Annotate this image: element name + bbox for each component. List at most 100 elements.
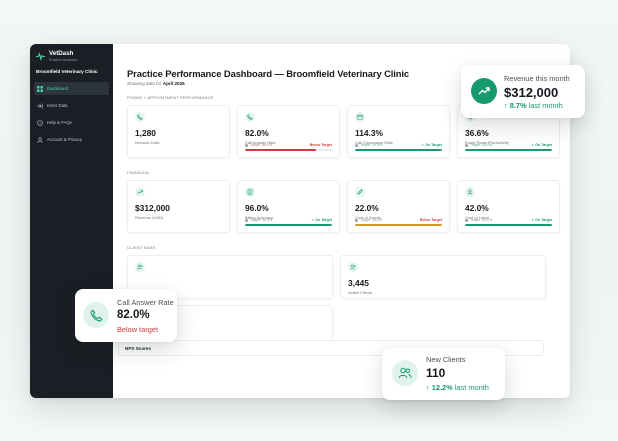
target-row: Target: 25.0% Below Target bbox=[355, 218, 442, 222]
pulse-logo-icon bbox=[36, 51, 45, 61]
add-user-icon bbox=[135, 262, 145, 272]
kpi-label: Revenue (USD) bbox=[135, 215, 164, 220]
kpi-label: Cost of Labor bbox=[465, 215, 490, 220]
phone-icon bbox=[245, 112, 255, 122]
phone-icon bbox=[135, 112, 145, 122]
client-kpi-grid: 3,445 Active Clients bbox=[127, 255, 560, 299]
brand-subtitle: Practice Analytics bbox=[49, 58, 78, 62]
nps-title: NPS Scores bbox=[125, 346, 152, 351]
status-badge: ✓ On Target bbox=[531, 218, 552, 222]
kpi-value: 96.0% bbox=[245, 203, 269, 213]
trend-up-icon bbox=[471, 78, 497, 104]
answer-popup-value: 82.0% bbox=[117, 309, 150, 321]
phone-icon bbox=[83, 302, 109, 328]
kpi-card-call-conversion-rate[interactable]: 114.3% Call Conversion Rate Target: 30.0… bbox=[347, 105, 450, 158]
progress-fill bbox=[355, 149, 442, 151]
kpi-card-billing-accuracy[interactable]: 96.0% Billing Accuracy Target: 95.0% ✓ O… bbox=[237, 180, 340, 233]
invoice-icon bbox=[245, 187, 255, 197]
kpi-value: 114.3% bbox=[355, 128, 383, 138]
syringe-icon bbox=[355, 187, 365, 197]
sidebar-item-enter-data[interactable]: Enter Data bbox=[34, 99, 109, 112]
kpi-label: Inbound Calls bbox=[135, 140, 160, 145]
section-label-financial: FINANCIAL bbox=[127, 170, 151, 175]
brand-name: VetDash bbox=[49, 50, 74, 57]
target-row: Target: 85.0% Below Target bbox=[245, 143, 332, 147]
kpi-value: 42.0% bbox=[465, 203, 489, 213]
kpi-label: Active Clients bbox=[348, 290, 373, 295]
clinic-name: Broomfield Veterinary Clinic bbox=[36, 69, 98, 74]
kpi-label: Call Answer Rate bbox=[245, 140, 276, 145]
progress-bar bbox=[355, 224, 442, 226]
sidebar-item-help[interactable]: ? Help & FAQs bbox=[34, 116, 109, 129]
status-badge: ✓ On Target bbox=[531, 143, 552, 147]
progress-bar bbox=[245, 149, 332, 151]
svg-text:?: ? bbox=[39, 121, 41, 125]
status-badge: Below Target bbox=[309, 143, 332, 147]
target-row: Target: 95.0% ✓ On Target bbox=[245, 218, 332, 222]
target-row: Target: 45.0% ✓ On Target bbox=[465, 218, 552, 222]
period-value: April 2026 bbox=[162, 81, 185, 86]
kpi-card-revenue[interactable]: $312,000 Revenue (USD) bbox=[127, 180, 230, 233]
progress-fill bbox=[465, 224, 552, 226]
target-dot bbox=[245, 218, 248, 222]
kpi-value: $312,000 bbox=[135, 203, 170, 213]
target-row: Target: 30.0% ✓ On Target bbox=[355, 143, 442, 147]
target-text: Target: 95.0% bbox=[250, 218, 273, 222]
answer-popup-label: Call Answer Rate bbox=[117, 298, 174, 307]
revenue-change: ↑ 8.7% bbox=[504, 101, 527, 110]
trend-icon bbox=[135, 187, 145, 197]
progress-bar bbox=[465, 149, 552, 151]
kpi-label: Billing Accuracy bbox=[245, 215, 274, 220]
page-title: Practice Performance Dashboard — Broomfi… bbox=[127, 68, 410, 79]
kpi-value: 82.0% bbox=[245, 128, 269, 138]
target-dot bbox=[465, 143, 468, 147]
progress-fill bbox=[355, 224, 442, 226]
target-text: Target: 25.0% bbox=[470, 143, 493, 147]
kpi-value: 36.6% bbox=[465, 128, 489, 138]
brand: VetDash Practice Analytics bbox=[34, 50, 109, 62]
kpi-card-cost-of-labor[interactable]: 42.0% Cost of Labor Target: 45.0% ✓ On T… bbox=[457, 180, 560, 233]
kpi-card-active-clients[interactable]: 3,445 Active Clients bbox=[340, 255, 546, 299]
period-prefix: Showing data for bbox=[127, 81, 162, 86]
financial-kpi-grid: $312,000 Revenue (USD) 96.0% Billing Acc… bbox=[127, 180, 560, 233]
kpi-card-inbound-calls[interactable]: 1,280 Inbound Calls bbox=[127, 105, 230, 158]
user-icon bbox=[37, 136, 43, 143]
sidebar-item-label: Enter Data bbox=[47, 103, 68, 108]
clients-popup-label: New Clients bbox=[426, 355, 466, 364]
help-icon: ? bbox=[37, 119, 43, 126]
clients-popup-change: ↑ 12.2% last month bbox=[426, 383, 489, 392]
revenue-popup-value: $312,000 bbox=[504, 85, 559, 100]
progress-bar bbox=[355, 149, 442, 151]
progress-fill bbox=[245, 224, 332, 226]
target-text: Target: 45.0% bbox=[470, 218, 493, 222]
arrow-in-icon bbox=[37, 103, 43, 109]
target-dot bbox=[245, 143, 248, 147]
kpi-label: Cost of Goods bbox=[355, 215, 381, 220]
sidebar-item-dashboard[interactable]: Dashboard bbox=[34, 82, 109, 95]
target-dot bbox=[355, 218, 358, 222]
period-line: Showing data for April 2026 bbox=[127, 81, 560, 86]
kpi-value: 22.0% bbox=[355, 203, 379, 213]
kpi-label: Call Conversion Rate bbox=[355, 140, 393, 145]
kpi-card-cost-of-goods[interactable]: 22.0% Cost of Goods Target: 25.0% Below … bbox=[347, 180, 450, 233]
clients-popup-value: 110 bbox=[426, 366, 446, 380]
target-text: Target: 85.0% bbox=[250, 143, 273, 147]
clients-change: ↑ 12.2% bbox=[426, 383, 453, 392]
kpi-value: 1,280 bbox=[135, 128, 156, 138]
progress-fill bbox=[245, 149, 317, 151]
revenue-popup: Revenue this month $312,000 ↑ 8.7% last … bbox=[461, 65, 585, 118]
target-row: Target: 25.0% ✓ On Target bbox=[465, 143, 552, 147]
calendar-icon bbox=[355, 112, 365, 122]
grid-icon bbox=[37, 85, 43, 92]
sidebar-item-account[interactable]: Account & Privacy bbox=[34, 133, 109, 146]
users-icon bbox=[392, 360, 418, 386]
kpi-card-call-answer-rate[interactable]: 82.0% Call Answer Rate Target: 85.0% Bel… bbox=[237, 105, 340, 158]
section-label-phone: PHONE + APPOINTMENT PERFORMANCE bbox=[127, 95, 214, 100]
sidebar-item-label: Account & Privacy bbox=[47, 137, 82, 142]
progress-bar bbox=[245, 224, 332, 226]
target-dot bbox=[465, 218, 468, 222]
target-text: Target: 30.0% bbox=[360, 143, 383, 147]
answer-popup-note: Below target bbox=[117, 325, 159, 334]
target-text: Target: 25.0% bbox=[360, 218, 383, 222]
new-clients-popup: New Clients 110 ↑ 12.2% last month bbox=[382, 348, 505, 400]
